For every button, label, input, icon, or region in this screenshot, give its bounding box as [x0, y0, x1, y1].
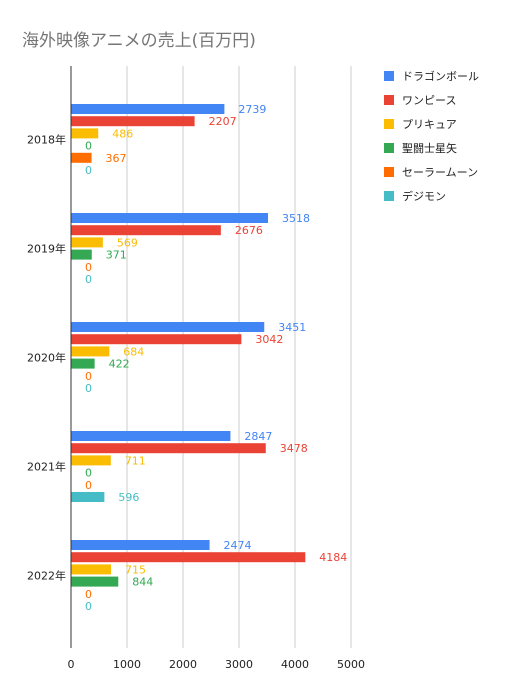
legend-swatch	[384, 143, 394, 153]
category-label: 2022年	[27, 568, 66, 582]
bar	[71, 237, 103, 248]
data-label: 422	[109, 358, 130, 371]
category-label: 2018年	[27, 132, 66, 146]
x-tick-label: 3000	[225, 658, 253, 671]
bar	[71, 213, 269, 223]
bar	[71, 346, 110, 357]
gridlines	[126, 66, 352, 648]
legend-label: プリキュア	[402, 118, 457, 131]
bar	[71, 225, 221, 236]
category-label: 2019年	[27, 241, 66, 255]
data-label: 371	[106, 249, 127, 262]
data-label: 3478	[280, 442, 308, 455]
data-label: 684	[123, 345, 144, 358]
bar	[71, 128, 99, 139]
x-tick-label: 0	[68, 658, 75, 671]
bar	[71, 431, 231, 441]
data-label: 2207	[209, 115, 237, 128]
legend-swatch	[384, 191, 394, 201]
data-label: 715	[125, 563, 146, 576]
data-label: 3451	[278, 321, 306, 334]
x-tick-label: 1000	[113, 658, 141, 671]
data-label: 2676	[235, 224, 263, 237]
data-label: 0	[85, 382, 92, 395]
data-label: 4184	[319, 551, 347, 564]
bar	[71, 249, 92, 260]
legend-swatch	[384, 167, 394, 177]
data-label: 3042	[255, 333, 283, 346]
legend-item: セーラームーン	[384, 160, 479, 184]
bar	[71, 116, 195, 127]
x-tick-label: 5000	[337, 658, 365, 671]
legend-label: ワンピース	[402, 94, 457, 107]
x-tick-label: 2000	[169, 658, 197, 671]
data-label: 0	[85, 370, 92, 383]
bar	[71, 576, 119, 587]
data-label: 844	[132, 576, 153, 589]
category-label: 2020年	[27, 350, 66, 364]
data-label: 0	[85, 479, 92, 492]
legend-label: ドラゴンボール	[402, 70, 479, 83]
data-label: 2739	[238, 103, 266, 116]
chart-title: 海外映像アニメの売上(百万円)	[22, 31, 256, 51]
legend-swatch	[384, 119, 394, 129]
legend-item: デジモン	[384, 184, 479, 208]
legend-label: 聖闘士星矢	[402, 142, 457, 155]
bars	[71, 104, 306, 587]
x-tick-label: 4000	[281, 658, 309, 671]
legend: ドラゴンボール ワンピースプリキュア聖闘士星矢セーラームーン デジモン	[384, 64, 479, 208]
bar	[71, 540, 210, 550]
legend-label: デジモン	[402, 190, 446, 203]
bar	[71, 334, 242, 345]
category-label: 2021年	[27, 459, 66, 473]
data-label: 2847	[244, 430, 272, 443]
category-labels: 2018年 2019年 2020年 2021年 2022年	[27, 132, 66, 582]
bar	[71, 552, 306, 563]
data-label: 0	[85, 164, 92, 177]
data-label: 486	[112, 127, 133, 140]
bar	[71, 322, 265, 332]
x-tick-labels: 0 1000 2000 3000 4000 5000	[68, 658, 366, 671]
data-label: 0	[85, 140, 92, 153]
legend-item: プリキュア	[384, 112, 479, 136]
bar	[71, 492, 105, 502]
data-label: 711	[125, 454, 146, 467]
bar	[71, 443, 266, 454]
data-label: 2474	[224, 539, 252, 552]
bar	[71, 104, 225, 114]
data-label: 596	[118, 491, 139, 504]
data-label: 0	[85, 273, 92, 286]
data-label: 569	[117, 236, 138, 249]
data-label: 0	[85, 588, 92, 601]
legend-item: 聖闘士星矢	[384, 136, 479, 160]
data-label: 367	[106, 152, 127, 165]
bar	[71, 358, 95, 369]
data-label: 0	[85, 467, 92, 480]
legend-item: ワンピース	[384, 88, 479, 112]
bar	[71, 564, 112, 575]
legend-swatch	[384, 71, 394, 81]
data-label: 0	[85, 261, 92, 274]
legend-item: ドラゴンボール	[384, 64, 479, 88]
bar	[71, 152, 92, 163]
legend-label: セーラームーン	[402, 166, 479, 179]
data-label: 0	[85, 600, 92, 613]
bar	[71, 455, 111, 466]
data-labels: 2739220748603670351826765693710034513042…	[85, 103, 347, 613]
legend-swatch	[384, 95, 394, 105]
data-label: 3518	[282, 212, 310, 225]
